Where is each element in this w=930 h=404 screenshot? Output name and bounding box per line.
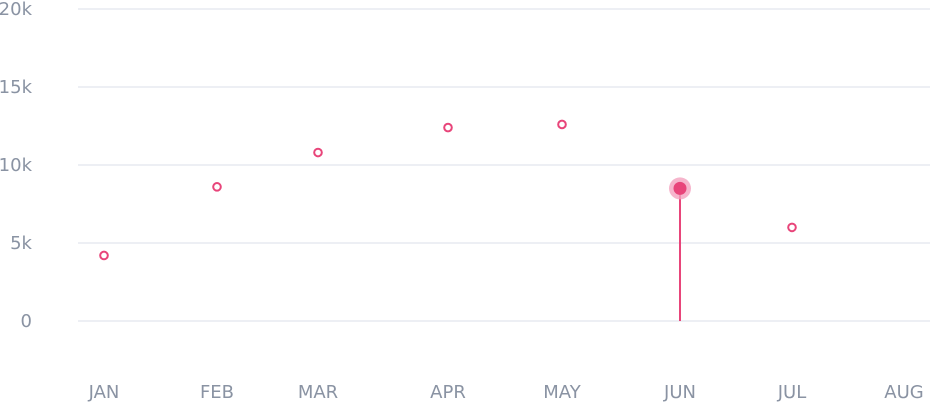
points-layer bbox=[99, 119, 797, 261]
data-point[interactable] bbox=[557, 119, 567, 130]
x-axis: JAN FEB MAR APR MAY JUN JUL AUG bbox=[88, 382, 924, 403]
y-tick-label: 0 bbox=[21, 311, 32, 332]
highlight-layer bbox=[669, 177, 691, 321]
data-point[interactable] bbox=[212, 182, 222, 192]
grid-layer bbox=[78, 8, 930, 322]
y-tick-label: 10k bbox=[0, 155, 33, 176]
x-tick-label: MAR bbox=[298, 382, 338, 403]
x-tick-label: JUL bbox=[777, 382, 807, 403]
x-tick-label: JAN bbox=[88, 382, 120, 403]
y-tick-label: 20k bbox=[0, 0, 33, 20]
x-tick-label: APR bbox=[430, 382, 466, 403]
data-point[interactable] bbox=[787, 222, 797, 233]
y-axis: 0 5k 10k 15k 20k bbox=[0, 0, 33, 332]
x-tick-label: JUN bbox=[663, 382, 696, 403]
data-point[interactable] bbox=[313, 147, 323, 158]
data-point[interactable] bbox=[443, 122, 453, 133]
highlight-point[interactable] bbox=[673, 181, 687, 195]
y-tick-label: 15k bbox=[0, 77, 33, 98]
data-point[interactable] bbox=[99, 250, 109, 261]
x-tick-label: MAY bbox=[543, 382, 581, 403]
y-tick-label: 5k bbox=[10, 233, 32, 254]
x-tick-label: AUG bbox=[884, 382, 923, 403]
x-tick-label: FEB bbox=[200, 382, 234, 403]
